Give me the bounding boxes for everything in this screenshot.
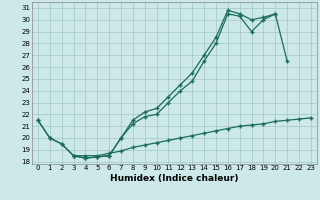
X-axis label: Humidex (Indice chaleur): Humidex (Indice chaleur) — [110, 174, 239, 183]
